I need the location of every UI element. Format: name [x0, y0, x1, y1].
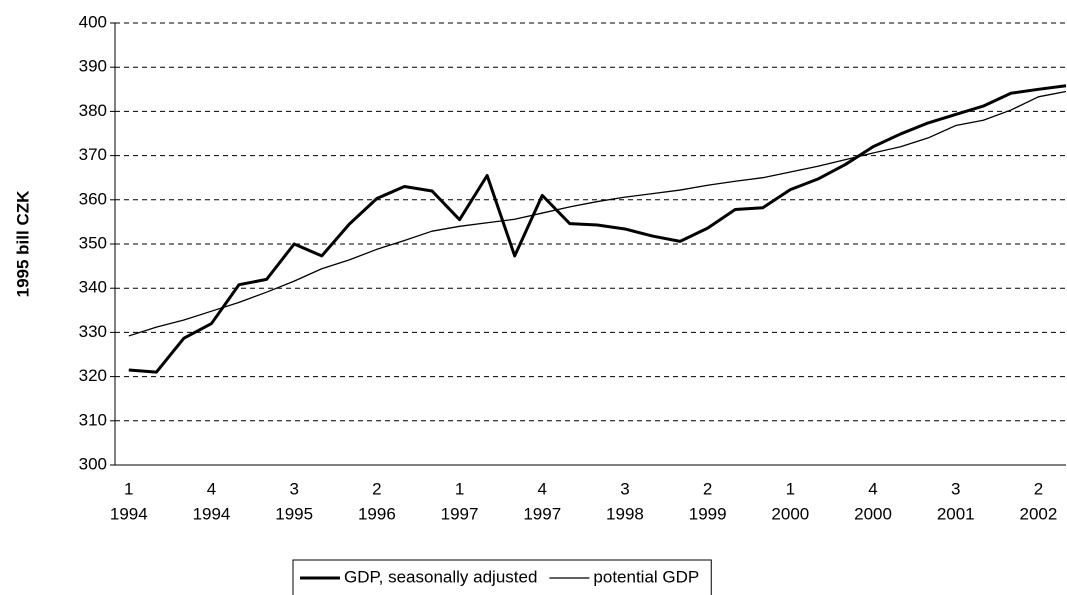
x-tick-label: 1997: [523, 504, 561, 523]
x-tick-label: 1997: [441, 504, 479, 523]
series-line: [128, 84, 1067, 374]
y-tick-label: 370: [79, 145, 107, 164]
x-tick-label: 2: [1034, 479, 1043, 498]
x-tick-label: 3: [620, 479, 629, 498]
y-tick-label: 320: [79, 366, 107, 385]
y-tick-label: 340: [79, 278, 107, 297]
x-tick-label: 2000: [771, 504, 809, 523]
x-tick-label: 1996: [358, 504, 396, 523]
x-tick-label: 3: [289, 479, 298, 498]
x-tick-label: 3: [951, 479, 960, 498]
y-tick-label: 380: [79, 101, 107, 120]
y-tick-label: 390: [79, 57, 107, 76]
x-tick-label: 4: [868, 479, 877, 498]
x-tick-label: 2000: [854, 504, 892, 523]
series-line: [128, 90, 1067, 337]
y-tick-label: 400: [79, 12, 107, 31]
y-tick-label: 330: [79, 322, 107, 341]
x-tick-label: 4: [207, 479, 216, 498]
y-tick-label: 350: [79, 233, 107, 252]
y-tick-label: 310: [79, 410, 107, 429]
x-tick-label: 2001: [937, 504, 975, 523]
x-tick-label: 1999: [689, 504, 727, 523]
x-tick-label: 2: [372, 479, 381, 498]
legend-box: [292, 559, 712, 595]
y-tick-label: 300: [79, 454, 107, 473]
x-tick-label: 4: [538, 479, 547, 498]
x-tick-label: 1: [455, 479, 464, 498]
x-tick-label: 1994: [110, 504, 148, 523]
x-tick-label: 1995: [275, 504, 313, 523]
x-tick-label: 1998: [606, 504, 644, 523]
x-tick-label: 1: [124, 479, 133, 498]
x-tick-label: 2: [703, 479, 712, 498]
x-tick-label: 2002: [1020, 504, 1058, 523]
x-tick-label: 1: [786, 479, 795, 498]
x-tick-label: 1994: [193, 504, 231, 523]
y-tick-label: 360: [79, 189, 107, 208]
y-axis-label: 1995 bill CZK: [13, 190, 32, 297]
legend-label: GDP, seasonally adjusted: [344, 567, 537, 586]
legend-label: potential GDP: [593, 567, 699, 586]
legend: GDP, seasonally adjusted potential GDP: [292, 559, 712, 595]
